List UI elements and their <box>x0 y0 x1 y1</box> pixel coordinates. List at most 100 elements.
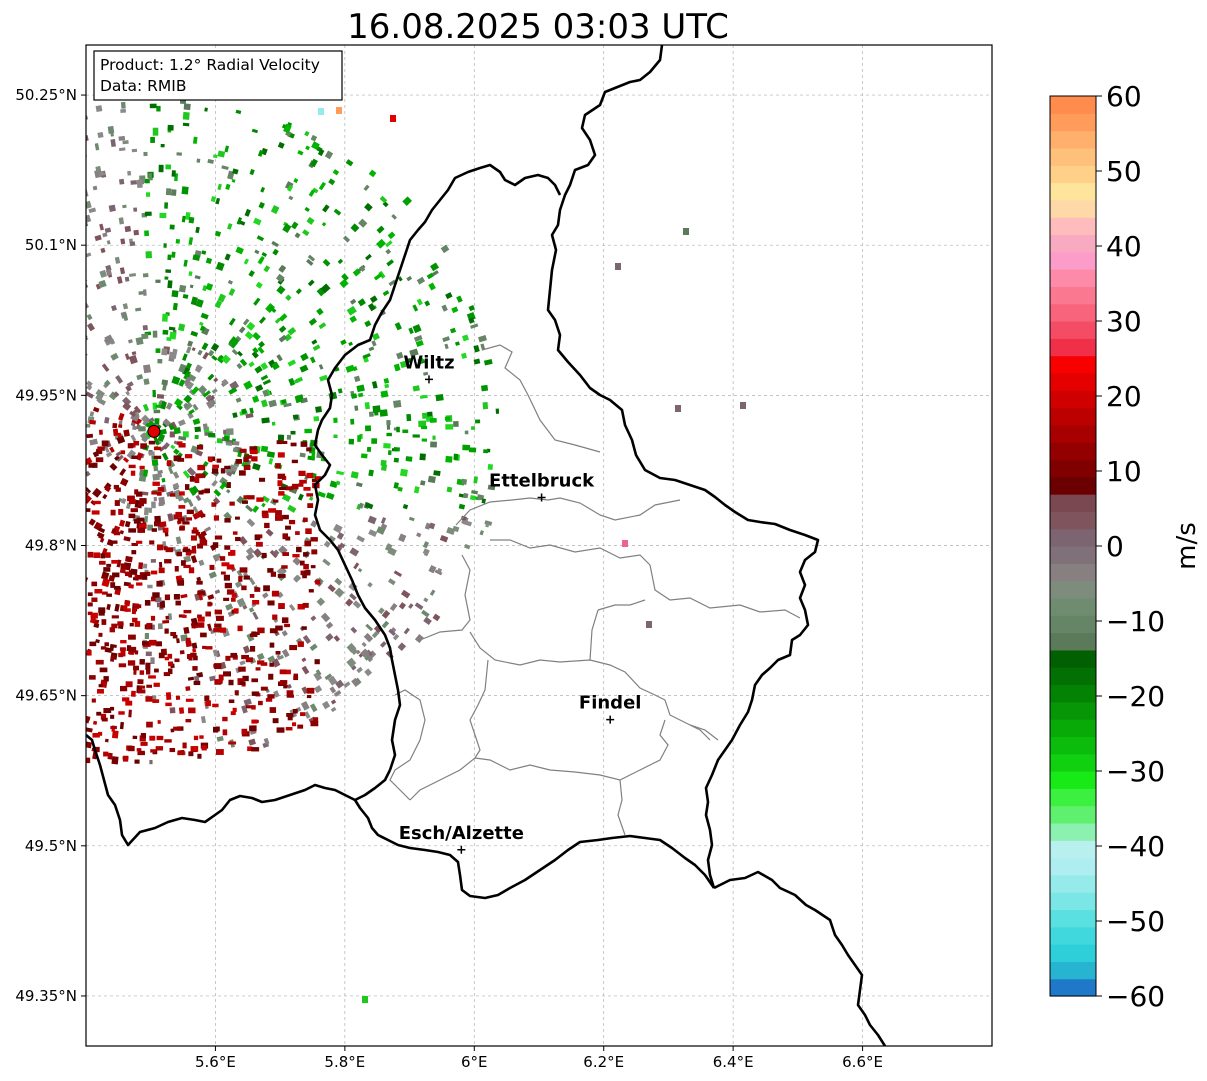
echo-pixel <box>468 305 475 312</box>
echo-pixel <box>412 385 420 392</box>
echo-pixel <box>418 420 427 428</box>
echo-pixel <box>392 633 400 641</box>
echo-pixel <box>48 470 54 477</box>
echo-pixel <box>8 726 12 730</box>
echo-pixel <box>349 298 357 305</box>
echo-pixel <box>161 477 166 483</box>
echo-pixel <box>276 354 283 362</box>
echo-pixel <box>232 440 240 446</box>
echo-pixel <box>148 173 153 181</box>
echo-pixel <box>300 441 308 447</box>
echo-pixel <box>12 496 18 503</box>
echo-pixel <box>44 439 48 443</box>
echo-pixel <box>225 489 231 494</box>
echo-pixel <box>153 682 160 687</box>
echo-pixel <box>419 453 426 461</box>
echo-pixel <box>143 289 147 296</box>
echo-pixel <box>129 622 134 627</box>
canton-boundaries <box>389 344 801 836</box>
echo-pixel <box>12 158 20 167</box>
echo-pixel <box>92 406 100 413</box>
echo-pixel <box>113 585 121 590</box>
echo-pixel <box>168 351 177 360</box>
city-findel: Findel <box>579 693 641 724</box>
lat-tick-label: 49.35°N <box>15 987 77 1005</box>
colorbar-segment <box>1050 874 1096 893</box>
echo-pixel <box>131 455 139 460</box>
echo-pixel <box>313 717 319 723</box>
echo-pixel <box>71 488 78 495</box>
echo-pixel <box>269 707 277 713</box>
echo-pixel <box>293 675 299 681</box>
echo-pixel <box>106 538 115 547</box>
echo-pixel <box>252 600 260 605</box>
colorbar-label: m/s <box>1172 522 1202 570</box>
echo-pixel <box>152 402 158 410</box>
colorbar-segment <box>1050 147 1096 166</box>
echo-pixel <box>458 503 466 510</box>
echo-pixel <box>30 727 35 734</box>
colorbar-segment <box>1050 840 1096 859</box>
echo-pixel <box>311 141 320 150</box>
echo-pixel <box>140 741 148 746</box>
echo-pixel <box>162 527 169 533</box>
echo-pixel <box>365 623 374 632</box>
colorbar-segment <box>1050 303 1096 322</box>
echo-pixel <box>142 324 148 331</box>
echo-pixel <box>267 694 275 699</box>
echo-pixel <box>232 447 239 453</box>
echo-pixel <box>152 592 160 598</box>
echo-pixel <box>182 521 190 525</box>
echo-pixel <box>106 593 112 597</box>
echo-pixel <box>134 604 142 609</box>
echo-pixel <box>251 351 259 359</box>
echo-pixel <box>109 338 116 345</box>
echo-pixel <box>165 692 172 700</box>
echo-pixel <box>428 522 436 530</box>
echo-pixel <box>357 567 363 573</box>
echo-pixel <box>122 396 132 406</box>
echo-pixel <box>468 317 475 324</box>
echo-pixel <box>453 453 459 461</box>
echo-pixel <box>191 642 198 650</box>
echo-pixel <box>39 264 44 269</box>
echo-pixel <box>258 316 266 324</box>
echo-pixel <box>208 571 217 579</box>
echo-pixel <box>116 435 126 444</box>
echo-pixel <box>70 262 78 271</box>
echo-pixel <box>328 178 336 186</box>
echo-pixel <box>385 248 392 255</box>
lon-tick-label: 5.6°E <box>195 1053 236 1071</box>
echo-pixel <box>175 511 183 518</box>
echo-pixel <box>14 426 21 430</box>
echo-pixel <box>212 464 220 468</box>
echo-pixel <box>463 520 473 527</box>
echo-pixel <box>180 560 186 566</box>
echo-pixel <box>398 602 407 610</box>
echo-pixel <box>354 375 361 383</box>
echo-pixel <box>258 341 265 348</box>
echo-pixel <box>315 406 323 413</box>
echo-pixel <box>306 216 315 225</box>
echo-pixel <box>278 491 285 496</box>
echo-pixel <box>113 484 119 490</box>
echo-pixel <box>308 189 316 197</box>
echo-pixel <box>75 710 82 719</box>
echo-pixel <box>77 476 85 484</box>
echo-pixel <box>369 295 378 303</box>
echo-pixel <box>217 293 226 303</box>
colorbar-tick-label: −30 <box>1106 755 1165 788</box>
echo-pixel <box>111 304 118 312</box>
echo-pixel <box>59 441 66 446</box>
echo-pixel <box>206 395 216 403</box>
echo-pixel <box>151 459 159 466</box>
echo-pixel <box>423 371 429 376</box>
echo-pixel <box>195 473 204 479</box>
echo-pixel <box>269 642 275 648</box>
echo-pixel <box>337 258 344 265</box>
echo-pixel <box>372 405 381 413</box>
echo-pixel <box>210 342 220 352</box>
echo-pixel <box>194 426 201 433</box>
echo-pixel <box>252 548 263 558</box>
echo-pixel <box>201 250 207 255</box>
